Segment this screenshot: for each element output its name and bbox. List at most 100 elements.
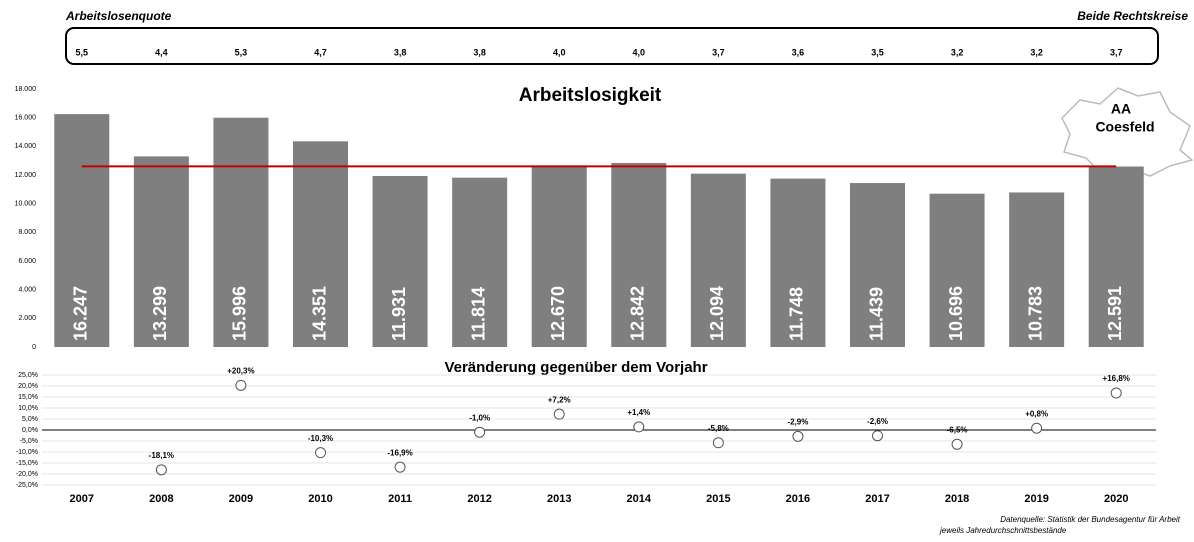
data-label: +0,8% — [1025, 409, 1048, 418]
bar-label: 11.931 — [389, 287, 409, 341]
y-tick-label: 10.000 — [15, 201, 37, 208]
bar-label: 14.351 — [309, 286, 329, 341]
y-tick-label: 18.000 — [15, 86, 37, 93]
x-tick-label: 2018 — [945, 493, 969, 505]
y-tick-label: -5,0% — [20, 438, 38, 445]
data-label: -5,8% — [708, 424, 729, 433]
badge-text: Coesfeld — [1095, 119, 1154, 135]
x-tick-label: 2016 — [786, 493, 810, 505]
rate-value: 4,0 — [553, 47, 566, 57]
bar — [372, 175, 428, 347]
marker — [474, 426, 486, 438]
bar-label: 11.439 — [866, 287, 886, 341]
y-tick-label: 10,0% — [18, 405, 38, 412]
rate-value: 4,4 — [155, 47, 168, 57]
y-tick-label: -20,0% — [16, 471, 38, 478]
y-tick-label: 5,0% — [22, 416, 38, 423]
x-tick-label: 2012 — [467, 493, 491, 505]
bar — [531, 165, 587, 347]
marker — [633, 421, 645, 433]
bar-label: 12.094 — [707, 286, 727, 341]
data-label: -2,9% — [787, 417, 808, 426]
marker — [394, 461, 406, 473]
data-label: -16,9% — [387, 448, 412, 457]
rate-value: 3,7 — [712, 47, 725, 57]
rate-value: 3,8 — [394, 47, 407, 57]
y-tick-label: 0,0% — [22, 427, 38, 434]
data-label: +16,8% — [1103, 374, 1130, 383]
y-tick-label: 4.000 — [18, 287, 36, 294]
y-tick-label: 0 — [32, 344, 36, 351]
bar-label: 10.696 — [946, 286, 966, 341]
y-tick-label: -25,0% — [16, 482, 38, 489]
bar — [1009, 192, 1065, 347]
bar-label: 11.748 — [787, 287, 807, 341]
rate-value: 4,7 — [314, 47, 327, 57]
x-tick-label: 2020 — [1104, 493, 1128, 505]
y-tick-label: 8.000 — [18, 229, 36, 236]
rate-box — [65, 27, 1159, 65]
marker — [155, 464, 167, 476]
data-label: +1,4% — [627, 408, 650, 417]
marker — [235, 379, 247, 391]
rate-value: 3,7 — [1110, 47, 1123, 57]
y-tick-label: 15,0% — [18, 394, 38, 401]
x-tick-label: 2010 — [308, 493, 332, 505]
rate-value: 3,2 — [951, 47, 964, 57]
bar — [1088, 166, 1144, 347]
bar-label: 16.247 — [71, 286, 91, 341]
badge-text: AA — [1111, 101, 1131, 117]
data-label: -2,6% — [867, 417, 888, 426]
data-label: -10,3% — [308, 434, 333, 443]
marker — [951, 438, 963, 450]
bar — [611, 162, 667, 347]
change-title: Veränderung gegenüber dem Vorjahr — [444, 359, 707, 376]
bar-label: 13.299 — [150, 286, 170, 341]
marker — [792, 430, 804, 442]
data-label: -1,0% — [469, 413, 490, 422]
marker — [872, 430, 883, 442]
marker — [553, 408, 565, 420]
rate-label: Arbeitslosenquote — [65, 9, 172, 23]
source: jeweils Jahredurchschnittsbestände — [939, 526, 1067, 535]
data-label: +7,2% — [548, 395, 571, 404]
bar-title: Arbeitslosigkeit — [519, 85, 662, 106]
bar-label: 10.783 — [1025, 286, 1045, 341]
x-tick-label: 2013 — [547, 493, 571, 505]
x-tick-label: 2008 — [149, 493, 173, 505]
x-tick-label: 2017 — [865, 493, 889, 505]
rate-value: 5,3 — [235, 47, 248, 57]
bar-label: 11.814 — [468, 287, 488, 341]
marker — [712, 437, 724, 449]
bar — [452, 177, 508, 347]
y-tick-label: 12.000 — [15, 172, 37, 179]
y-tick-label: -10,0% — [16, 449, 38, 456]
bar — [213, 117, 269, 347]
x-tick-label: 2009 — [229, 493, 253, 505]
bar — [850, 183, 905, 347]
bar — [133, 156, 189, 347]
bar — [54, 114, 110, 347]
source: Datenquelle: Statistik der Bundesagentur… — [1000, 515, 1181, 524]
badge-map — [1061, 87, 1194, 177]
rate-note: Beide Rechtskreise — [1077, 9, 1188, 23]
bar-label: 12.591 — [1105, 286, 1125, 341]
rate-value: 4,0 — [633, 47, 646, 57]
y-tick-label: 16.000 — [15, 115, 37, 122]
marker — [1110, 387, 1122, 399]
marker — [1031, 422, 1043, 434]
data-label: -18,1% — [149, 451, 174, 460]
bar-label: 12.842 — [628, 286, 648, 341]
bar-label: 15.996 — [230, 286, 250, 341]
y-tick-label: 2.000 — [18, 315, 36, 322]
bar — [770, 178, 826, 347]
bar — [929, 193, 985, 347]
data-label: -6,5% — [947, 425, 968, 434]
rate-value: 3,8 — [473, 47, 486, 57]
rate-value: 3,2 — [1030, 47, 1043, 57]
bar — [293, 141, 348, 347]
bar — [690, 173, 746, 347]
x-tick-label: 2019 — [1024, 493, 1048, 505]
